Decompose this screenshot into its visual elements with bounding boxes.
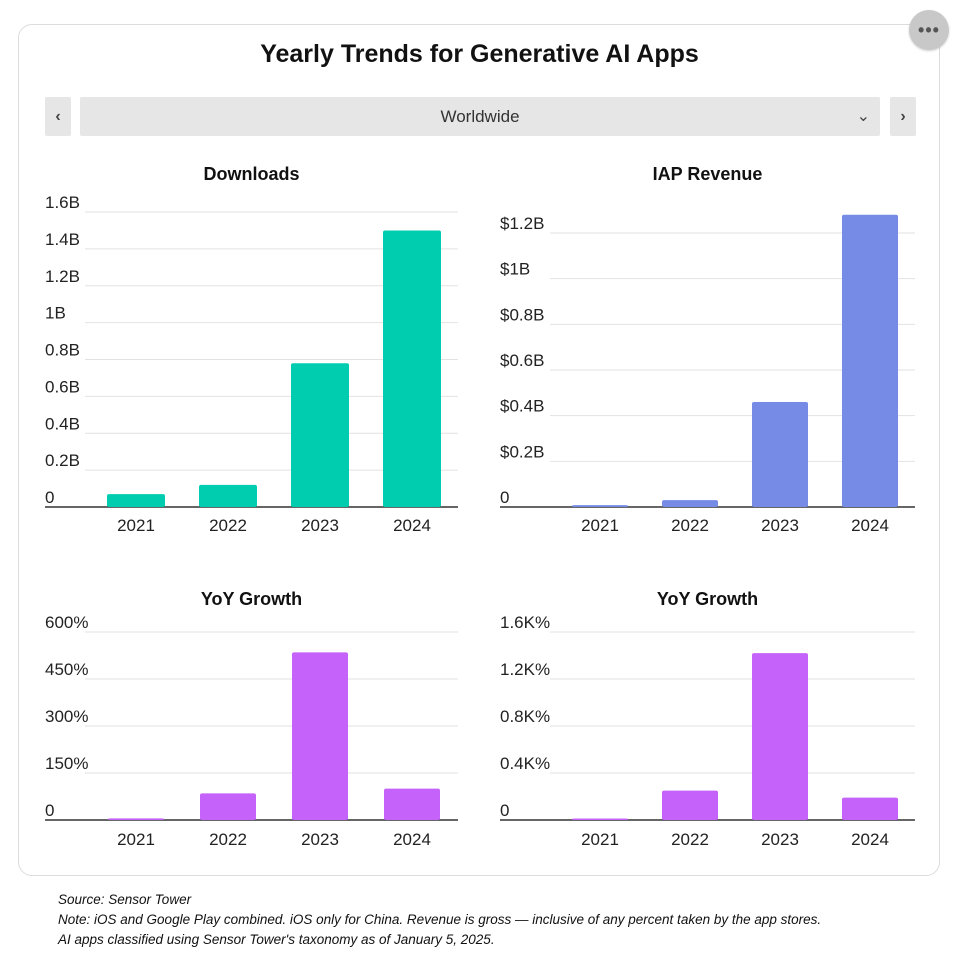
footnotes: Source: Sensor Tower Note: iOS and Googl… xyxy=(58,890,821,950)
y-tick-label: 0.4B xyxy=(45,414,80,433)
more-options-button[interactable]: ••• xyxy=(909,10,949,50)
y-tick-label: 0.4K% xyxy=(500,754,550,773)
bar-2023[interactable] xyxy=(752,653,808,820)
y-tick-label: $0.2B xyxy=(500,442,544,461)
bar-2024[interactable] xyxy=(384,788,440,820)
y-tick-label: 450% xyxy=(45,660,88,679)
x-tick-label: 2023 xyxy=(301,516,339,535)
bar-2022[interactable] xyxy=(200,793,256,820)
y-tick-label: 300% xyxy=(45,707,88,726)
bar-2021[interactable] xyxy=(108,818,164,820)
bar-2023[interactable] xyxy=(291,363,349,507)
x-tick-label: 2023 xyxy=(301,830,339,849)
x-tick-label: 2024 xyxy=(393,830,431,849)
y-tick-label: 1.2B xyxy=(45,267,80,286)
x-tick-label: 2024 xyxy=(851,830,889,849)
next-region-button[interactable]: › xyxy=(890,97,916,136)
x-tick-label: 2021 xyxy=(581,830,619,849)
x-tick-label: 2024 xyxy=(393,516,431,535)
y-tick-label: 0.8K% xyxy=(500,707,550,726)
bar-2022[interactable] xyxy=(199,484,257,507)
y-tick-label: 150% xyxy=(45,754,88,773)
y-tick-label: $1.2B xyxy=(500,214,544,233)
x-tick-label: 2023 xyxy=(761,516,799,535)
y-tick-label: 1B xyxy=(45,304,66,323)
y-tick-label: $1B xyxy=(500,260,530,279)
page-title: Yearly Trends for Generative AI Apps xyxy=(260,40,699,68)
x-tick-label: 2021 xyxy=(581,516,619,535)
x-tick-label: 2023 xyxy=(761,830,799,849)
x-tick-label: 2022 xyxy=(209,516,247,535)
x-tick-label: 2022 xyxy=(209,830,247,849)
y-tick-label: $0.4B xyxy=(500,397,544,416)
chart-title: YoY Growth xyxy=(657,589,758,609)
y-tick-label: $0.6B xyxy=(500,351,544,370)
chart-panel-2: IAP Revenue 0 $0.2B $0.4B $0.6B $0.8B $1B $1.2B… xyxy=(500,164,915,535)
chevron-right-icon: › xyxy=(900,107,906,125)
chevron-down-icon: ⌄ xyxy=(856,108,870,125)
ellipsis-icon: ••• xyxy=(918,19,940,40)
bar-2024[interactable] xyxy=(842,797,898,820)
bar-2022[interactable] xyxy=(662,500,718,507)
bar-2021[interactable] xyxy=(572,505,628,507)
source-note: Source: Sensor Tower xyxy=(58,892,192,907)
taxonomy-note: AI apps classified using Sensor Tower's … xyxy=(58,932,495,947)
y-tick-label: 1.4B xyxy=(45,230,80,249)
chart-title: IAP Revenue xyxy=(653,164,763,184)
chart-panel-1: Downloads 0 0.2B 0.4B 0.6B 0.8B 1B 1.2B 1.4B 1.6B… xyxy=(45,164,458,535)
x-tick-label: 2021 xyxy=(117,830,155,849)
y-tick-label: 0.2B xyxy=(45,451,80,470)
chart-title: Downloads xyxy=(203,164,299,184)
region-select[interactable]: Worldwide ⌄ xyxy=(80,97,880,136)
bar-2024[interactable] xyxy=(842,214,898,507)
region-select-value: Worldwide xyxy=(440,106,520,126)
y-tick-label: 0 xyxy=(45,488,54,507)
y-tick-label: 0 xyxy=(45,801,54,820)
prev-region-button[interactable]: ‹ xyxy=(45,97,71,136)
x-tick-label: 2021 xyxy=(117,516,155,535)
bar-2021[interactable] xyxy=(572,818,628,821)
bar-2022[interactable] xyxy=(662,790,718,820)
y-tick-label: 1.6K% xyxy=(500,613,550,632)
x-tick-label: 2022 xyxy=(671,830,709,849)
y-tick-label: 1.2K% xyxy=(500,660,550,679)
bar-2021[interactable] xyxy=(107,494,165,507)
y-tick-label: $0.8B xyxy=(500,305,544,324)
chart-panel-4: YoY Growth 0 0.4K% 0.8K% 1.2K% 1.6K% 2021 2022 2… xyxy=(500,589,915,849)
chevron-left-icon: ‹ xyxy=(55,107,61,125)
bar-2024[interactable] xyxy=(383,230,441,507)
charts-canvas: Downloads 0 0.2B 0.4B 0.6B 0.8B 1B 1.2B 1.4B 1.6B… xyxy=(45,164,915,849)
y-tick-label: 0.8B xyxy=(45,341,80,360)
y-tick-label: 600% xyxy=(45,613,88,632)
x-tick-label: 2022 xyxy=(671,516,709,535)
note-text: Note: iOS and Google Play combined. iOS … xyxy=(58,912,822,927)
y-tick-label: 1.6B xyxy=(45,193,80,212)
chart-panel-3: YoY Growth 0 150% 300% 450% 600% 2021 2022 2023 2… xyxy=(45,589,458,849)
bar-2023[interactable] xyxy=(292,652,348,820)
x-tick-label: 2024 xyxy=(851,516,889,535)
bar-2023[interactable] xyxy=(752,401,808,507)
y-tick-label: 0 xyxy=(500,801,509,820)
y-tick-label: 0.6B xyxy=(45,377,80,396)
y-tick-label: 0 xyxy=(500,488,509,507)
chart-title: YoY Growth xyxy=(201,589,302,609)
